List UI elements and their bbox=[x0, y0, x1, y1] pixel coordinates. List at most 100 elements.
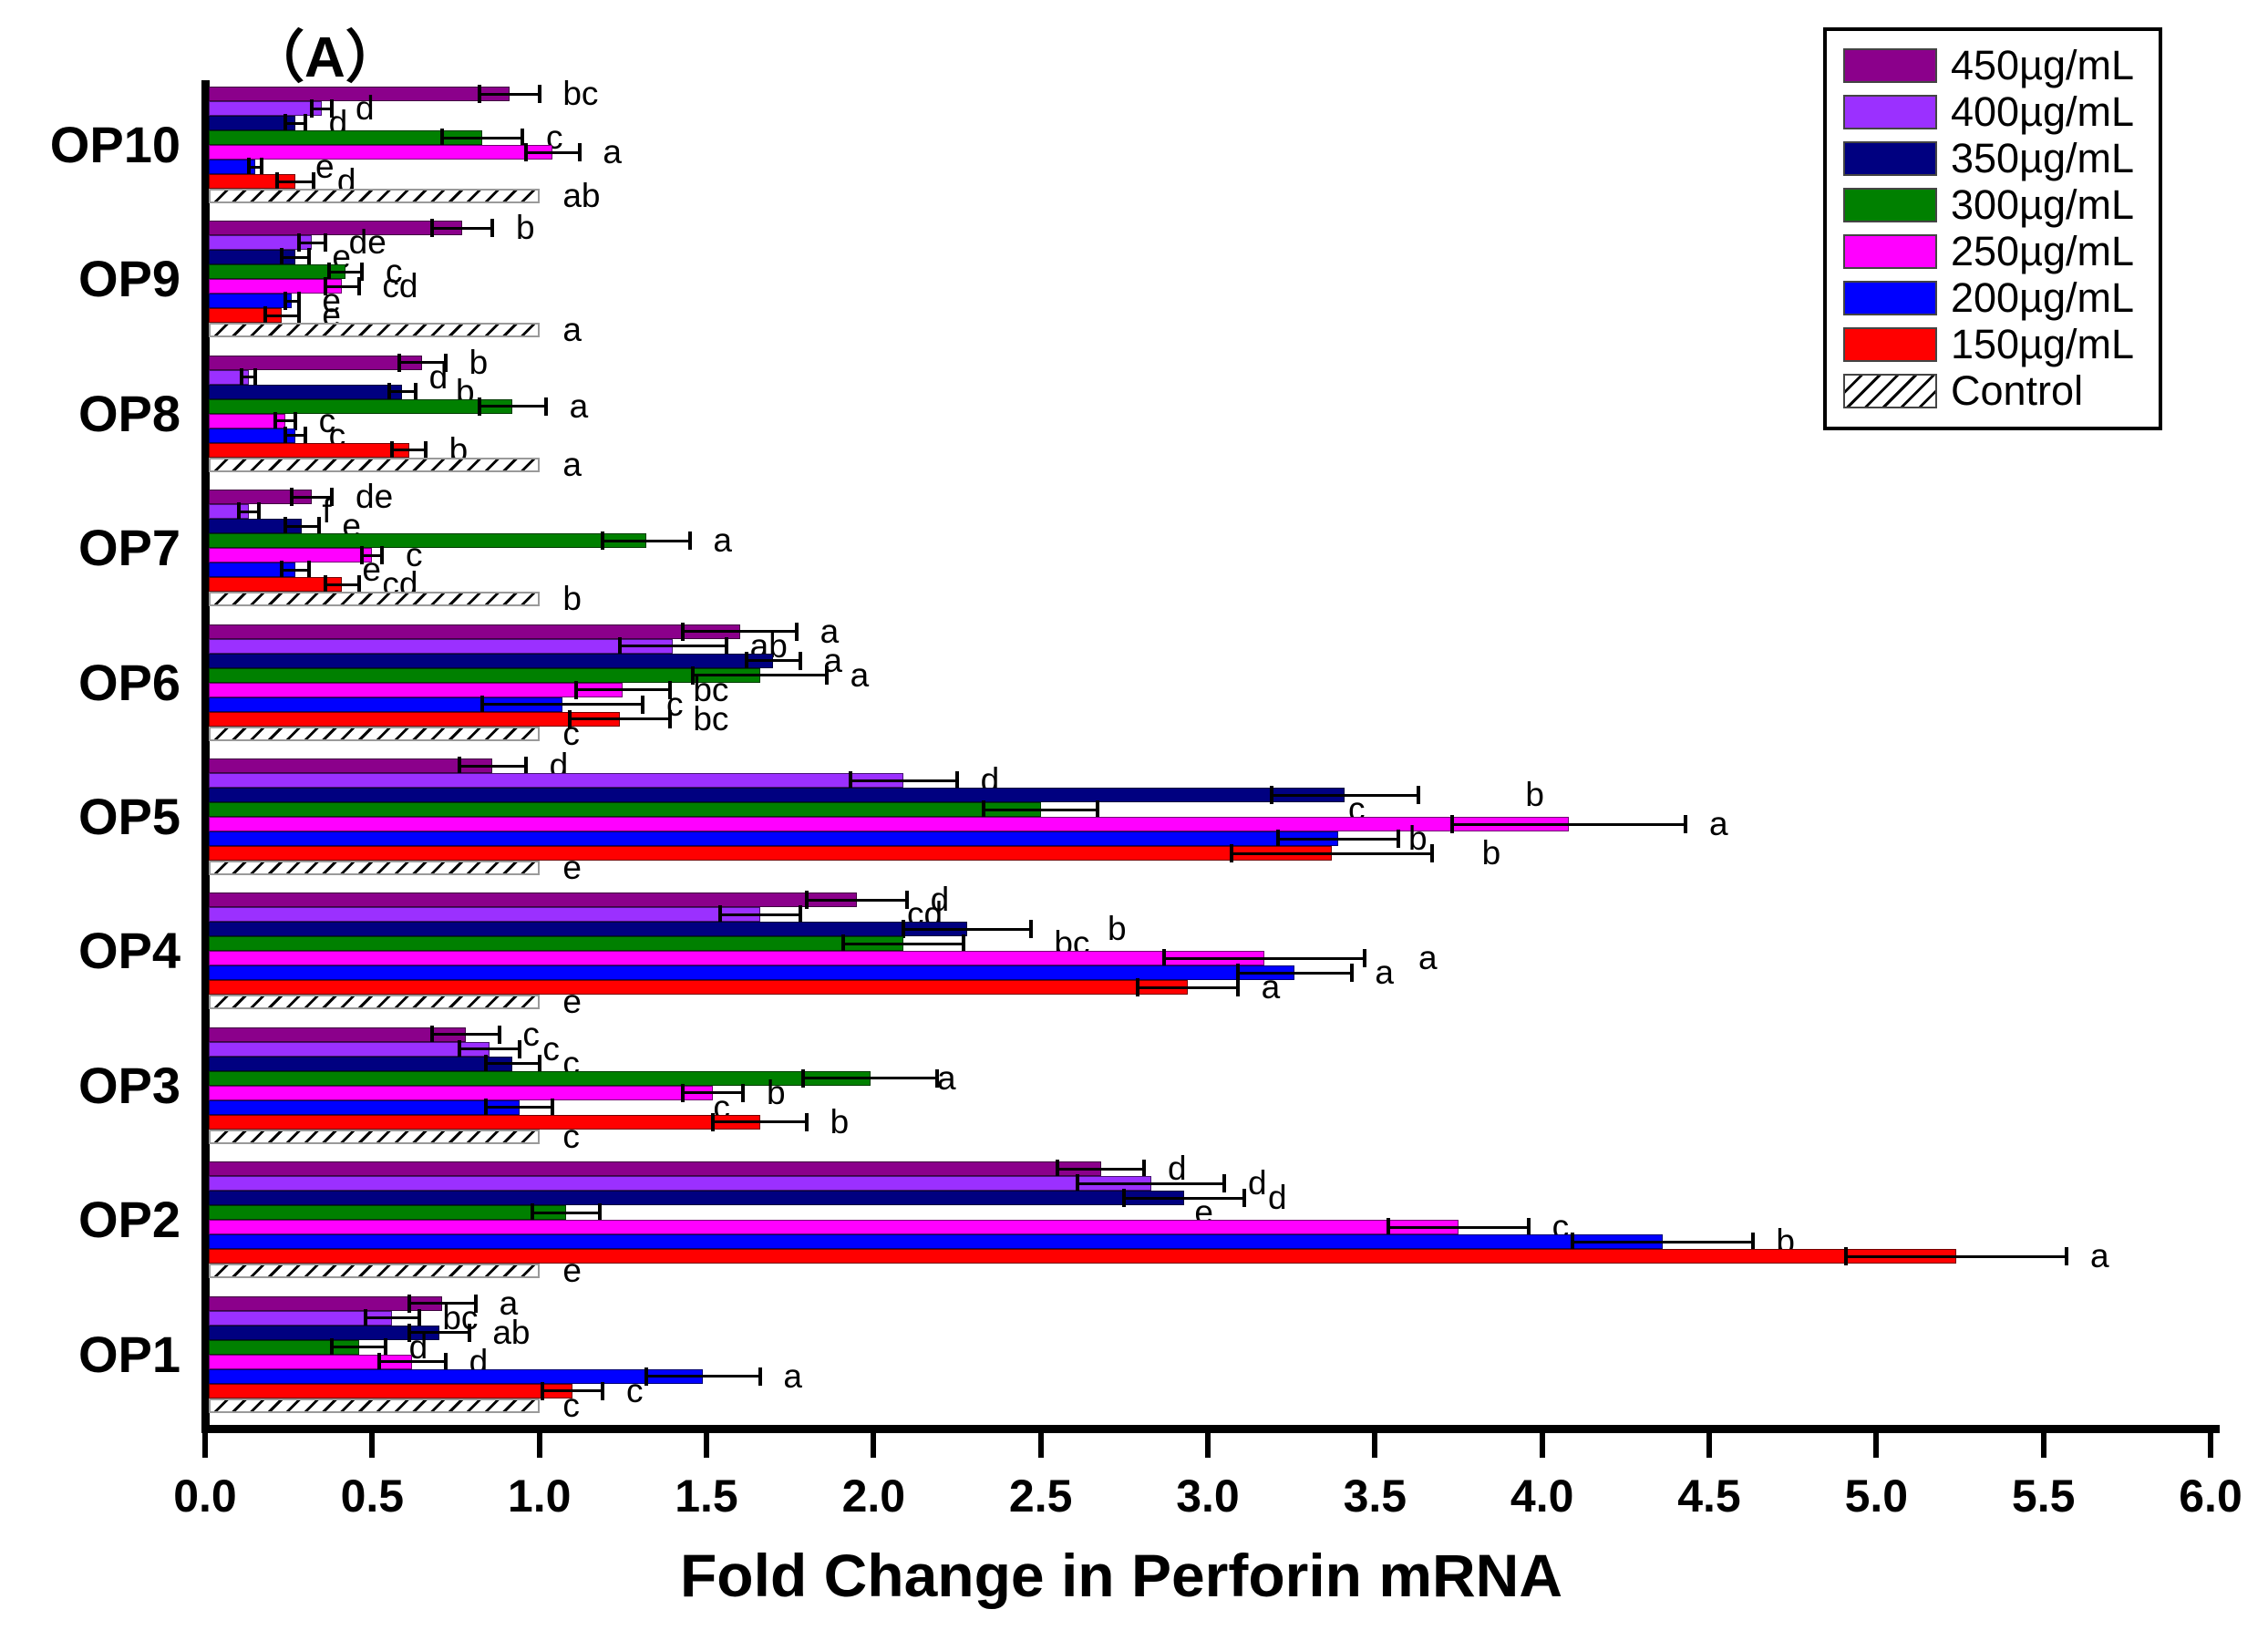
error-cap-left-OP8-6 bbox=[390, 440, 395, 459]
sig-letter-OP6-3: a bbox=[850, 655, 870, 694]
error-bar-OP9-5 bbox=[285, 299, 299, 303]
legend-label-350ug: 350µg/mL bbox=[1951, 135, 2135, 181]
x-tick-label-4.5: 4.5 bbox=[1677, 1470, 1741, 1522]
error-cap-right-OP6-5 bbox=[641, 695, 645, 714]
error-cap-left-OP5-6 bbox=[1229, 844, 1233, 862]
x-tick-4.0 bbox=[1539, 1433, 1545, 1458]
error-cap-left-OP8-4 bbox=[273, 411, 277, 430]
error-bar-OP4-2 bbox=[903, 927, 1031, 931]
error-cap-right-OP3-2 bbox=[537, 1054, 541, 1073]
error-bar-OP10-4 bbox=[526, 150, 580, 154]
error-bar-OP7-0 bbox=[292, 495, 333, 499]
sig-letter-OP10-7: ab bbox=[562, 177, 601, 214]
error-cap-right-OP4-2 bbox=[1028, 920, 1033, 939]
error-cap-right-OP9-0 bbox=[490, 219, 495, 238]
x-axis-title: Fold Change in Perforin mRNA bbox=[679, 1542, 1563, 1609]
bar-OP5-350ug bbox=[209, 788, 1345, 802]
x-tick-label-2.0: 2.0 bbox=[841, 1470, 906, 1522]
error-bar-OP6-1 bbox=[619, 645, 727, 648]
error-cap-right-OP1-4 bbox=[444, 1352, 448, 1371]
error-cap-right-OP7-4 bbox=[380, 546, 385, 565]
error-cap-right-OP3-5 bbox=[551, 1098, 555, 1117]
legend-label-200ug: 200µg/mL bbox=[1951, 274, 2135, 321]
bar-OP3-Control bbox=[209, 1129, 540, 1144]
error-cap-right-OP6-3 bbox=[825, 666, 829, 685]
error-cap-right-OP3-0 bbox=[497, 1025, 501, 1044]
bar-OP8-Control bbox=[209, 457, 540, 472]
error-cap-right-OP8-3 bbox=[544, 397, 548, 416]
sig-letter-OP7-4: c bbox=[406, 536, 423, 574]
error-cap-left-OP1-6 bbox=[541, 1381, 545, 1400]
sig-letter-OP3-6: b bbox=[830, 1102, 850, 1140]
x-axis-line bbox=[201, 1425, 2220, 1433]
error-cap-left-OP5-4 bbox=[1449, 815, 1454, 833]
bar-OP2-150ug bbox=[209, 1249, 1957, 1264]
legend-box: 450µg/mL 400µg/mL 350µg/mL 300µg/mL 250µg/mL… bbox=[1823, 27, 2162, 430]
x-tick-5.5 bbox=[2040, 1433, 2046, 1458]
sig-letter-OP5-4: a bbox=[1709, 805, 1728, 842]
y-group-label-OP1: OP1 bbox=[77, 1325, 180, 1383]
error-cap-left-OP7-5 bbox=[280, 561, 284, 580]
error-cap-left-OP8-0 bbox=[397, 353, 401, 372]
sig-letter-OP7-1: f bbox=[322, 492, 332, 531]
error-cap-left-OP7-3 bbox=[601, 531, 605, 551]
y-group-label-OP3: OP3 bbox=[77, 1056, 180, 1114]
error-cap-left-OP2-5 bbox=[1570, 1233, 1574, 1252]
error-bar-OP10-1 bbox=[312, 107, 333, 110]
bar-OP6-Control bbox=[209, 726, 540, 741]
error-bar-OP3-1 bbox=[459, 1047, 520, 1051]
bar-OP7-250ug bbox=[209, 548, 373, 563]
error-cap-right-OP10-1 bbox=[330, 99, 335, 118]
error-bar-OP4-5 bbox=[1238, 971, 1352, 975]
error-cap-right-OP10-0 bbox=[537, 85, 541, 103]
error-cap-right-OP5-4 bbox=[1684, 815, 1688, 833]
error-bar-OP1-5 bbox=[646, 1375, 760, 1378]
sig-letter-OP2-7: e bbox=[562, 1252, 582, 1290]
error-cap-right-OP6-1 bbox=[725, 636, 728, 655]
error-cap-left-OP6-5 bbox=[480, 695, 485, 714]
error-cap-left-OP5-3 bbox=[982, 800, 986, 819]
error-bar-OP7-6 bbox=[325, 583, 359, 586]
x-tick-label-2.5: 2.5 bbox=[1008, 1470, 1073, 1522]
x-tick-label-5.5: 5.5 bbox=[2011, 1470, 2076, 1522]
sig-letter-OP9-1: de bbox=[348, 223, 387, 262]
bar-OP4-150ug bbox=[209, 980, 1188, 996]
bar-OP5-400ug bbox=[209, 773, 904, 788]
x-tick-label-5.0: 5.0 bbox=[1844, 1470, 1909, 1522]
error-bar-OP5-4 bbox=[1451, 822, 1686, 826]
error-cap-left-OP2-6 bbox=[1844, 1247, 1849, 1266]
error-bar-OP6-4 bbox=[576, 688, 670, 692]
sig-letter-OP9-3: c bbox=[386, 253, 403, 291]
error-cap-left-OP10-6 bbox=[274, 172, 279, 191]
sig-letter-OP9-0: b bbox=[516, 209, 535, 247]
error-cap-right-OP7-0 bbox=[330, 488, 335, 507]
error-bar-OP9-0 bbox=[432, 226, 493, 230]
error-bar-OP1-3 bbox=[332, 1346, 386, 1349]
error-bar-OP6-2 bbox=[747, 659, 800, 663]
error-cap-right-OP3-4 bbox=[741, 1083, 746, 1102]
error-cap-left-OP2-4 bbox=[1387, 1218, 1390, 1237]
error-cap-right-OP10-5 bbox=[260, 158, 264, 176]
error-cap-left-OP4-5 bbox=[1236, 964, 1240, 983]
sig-letter-OP3-7: c bbox=[562, 1117, 580, 1155]
bar-OP4-400ug bbox=[209, 907, 760, 923]
error-bar-OP4-0 bbox=[807, 898, 907, 902]
x-tick-label-3.0: 3.0 bbox=[1176, 1470, 1240, 1522]
bar-OP10-Control bbox=[209, 189, 540, 203]
error-cap-right-OP2-5 bbox=[1750, 1233, 1755, 1252]
error-cap-left-OP3-5 bbox=[484, 1098, 488, 1117]
x-tick-label-6.0: 6.0 bbox=[2179, 1470, 2242, 1522]
error-bar-OP10-3 bbox=[442, 136, 523, 139]
sig-letter-OP6-6: bc bbox=[693, 699, 729, 738]
error-bar-OP1-1 bbox=[366, 1316, 419, 1320]
sig-letter-OP4-6: a bbox=[1261, 968, 1281, 1006]
bar-OP1-350ug bbox=[209, 1325, 439, 1340]
bar-OP5-200ug bbox=[209, 831, 1338, 846]
error-cap-right-OP9-3 bbox=[360, 263, 365, 282]
error-cap-left-OP9-6 bbox=[263, 306, 267, 325]
sig-letter-OP8-3: a bbox=[569, 387, 589, 425]
bar-OP10-350ug bbox=[209, 116, 295, 130]
sig-letter-OP4-5: a bbox=[1375, 954, 1394, 992]
panel-title: （A） bbox=[248, 26, 402, 89]
error-cap-left-OP3-3 bbox=[801, 1068, 806, 1088]
